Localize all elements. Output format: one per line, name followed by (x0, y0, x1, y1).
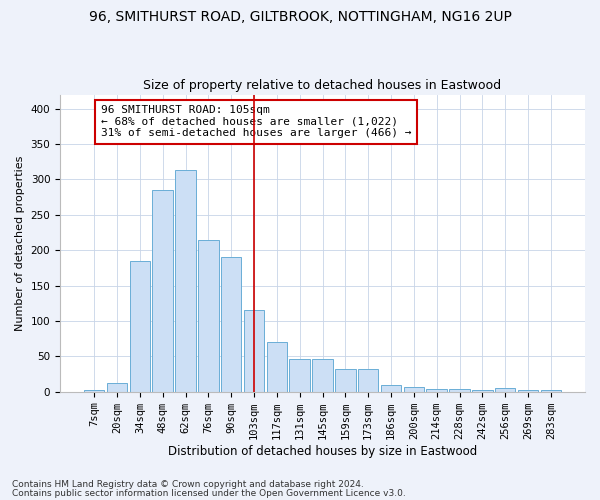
Bar (198, 240, 218, 392)
Bar (312, 359, 333, 392)
Bar (449, 389, 470, 392)
X-axis label: Distribution of detached houses by size in Eastwood: Distribution of detached houses by size … (168, 444, 477, 458)
Bar (266, 342, 287, 392)
Bar (358, 369, 379, 392)
Bar (541, 390, 561, 392)
Bar (221, 258, 241, 392)
Bar (518, 390, 538, 392)
Y-axis label: Number of detached properties: Number of detached properties (15, 156, 25, 331)
Bar (335, 369, 356, 392)
Bar (289, 359, 310, 392)
Text: Contains public sector information licensed under the Open Government Licence v3: Contains public sector information licen… (12, 488, 406, 498)
Bar (427, 389, 447, 392)
Bar (381, 386, 401, 392)
Text: 96 SMITHURST ROAD: 105sqm
← 68% of detached houses are smaller (1,022)
31% of se: 96 SMITHURST ROAD: 105sqm ← 68% of detac… (101, 105, 412, 138)
Bar (107, 382, 127, 392)
Bar (244, 310, 264, 392)
Text: Contains HM Land Registry data © Crown copyright and database right 2024.: Contains HM Land Registry data © Crown c… (12, 480, 364, 489)
Bar (84, 390, 104, 392)
Bar (495, 388, 515, 392)
Bar (472, 390, 493, 392)
Text: 96, SMITHURST ROAD, GILTBROOK, NOTTINGHAM, NG16 2UP: 96, SMITHURST ROAD, GILTBROOK, NOTTINGHA… (89, 10, 511, 24)
Bar (404, 388, 424, 392)
Title: Size of property relative to detached houses in Eastwood: Size of property relative to detached ho… (143, 79, 502, 92)
Bar (175, 170, 196, 392)
Bar (130, 261, 150, 392)
Bar (152, 190, 173, 392)
